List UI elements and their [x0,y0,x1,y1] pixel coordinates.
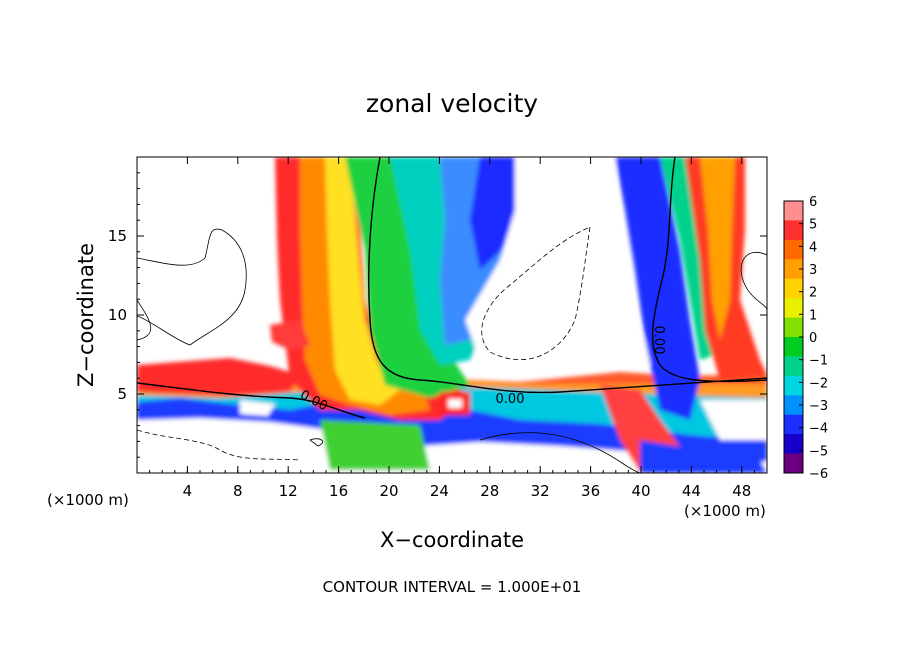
x-tick-label: 36 [581,482,600,500]
colorbar-swatch [784,259,803,280]
contour-label: 0.00 [651,326,666,355]
x-unit-left: (×1000 m) [47,491,129,509]
colorbar-swatch [784,395,803,416]
colorbar-swatch [784,453,803,474]
plot-area: 0.00 0.00 0.00 4 8 12 16 20 24 28 32 36 40 44 48 51… [108,156,768,500]
colorbar-swatch [784,278,803,299]
colorbar-tick-label: 5 [809,218,817,233]
velocity-field [137,157,767,473]
contour-label: 0.00 [496,392,525,407]
colorbar-swatch [784,356,803,377]
colorbar-swatch [784,375,803,396]
colorbar-swatch [784,201,803,221]
colorbar-tick-label: 4 [809,240,817,255]
y-tick-label: 15 [108,227,127,245]
colorbar-swatch [784,298,803,319]
colorbar-tick-label: 0 [809,331,817,346]
colorbar-swatch [784,434,803,455]
x-axis-ticks: 4 8 12 16 20 24 28 32 36 40 44 48 [136,157,768,500]
colorbar-tick-label: −1 [809,354,828,369]
colorbar-tick-label: −2 [809,376,828,391]
chart-title: zonal velocity [366,89,538,118]
colorbar-tick-label: 3 [809,263,817,278]
x-axis-title: X−coordinate [380,528,524,552]
colorbar-tick-label: 1 [809,308,817,323]
x-tick-label: 48 [732,482,751,500]
colorbar: 6 5 4 3 2 1 0 −1 −2 −3 −4 −5 −6 [783,195,828,482]
x-tick-label: 32 [531,482,550,500]
x-tick-label: 8 [233,482,243,500]
x-tick-label: 28 [480,482,499,500]
colorbar-swatch [784,220,803,241]
colorbar-tick-label: 6 [809,195,817,210]
colorbar-tick-label: 2 [809,286,817,301]
colorbar-tick-label: −4 [809,422,828,437]
y-tick-label: 10 [108,306,127,324]
contour-lines [137,157,767,473]
colorbar-swatch [784,337,803,357]
colorbar-tick-label: −3 [809,399,828,414]
contour-interval-note: CONTOUR INTERVAL = 1.000E+01 [323,578,582,596]
colorbar-swatch [784,239,803,260]
x-tick-label: 24 [430,482,449,500]
x-unit-right: (×1000 m) [684,502,766,520]
x-tick-label: 40 [631,482,650,500]
x-tick-label: 44 [682,482,701,500]
colorbar-tick-label: −6 [809,467,828,482]
y-tick-label: 5 [117,385,127,403]
colorbar-tick-label: −5 [809,444,828,459]
x-tick-label: 4 [183,482,193,500]
x-tick-label: 12 [279,482,298,500]
x-tick-label: 20 [379,482,398,500]
y-axis-title: Z−coordinate [74,243,98,387]
colorbar-swatch [784,414,803,435]
y-axis-ticks: 5 10 15 [108,156,767,474]
x-tick-label: 16 [329,482,348,500]
colorbar-swatch [784,317,803,338]
